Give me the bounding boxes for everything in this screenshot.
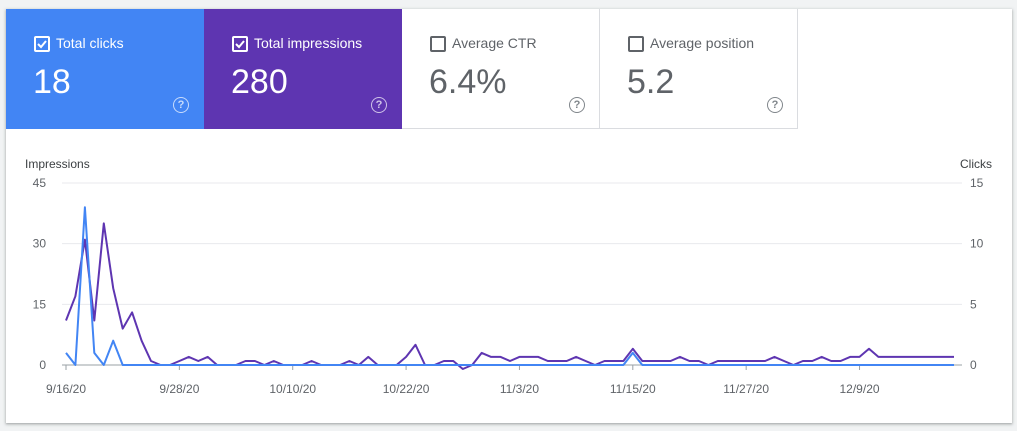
series-line-impressions [65, 222, 954, 370]
right-axis-ticks: 0 5 10 15 [970, 176, 984, 372]
metric-label: Total clicks [56, 35, 124, 51]
metric-tile-average-position[interactable]: Average position 5.2 ? [600, 9, 798, 129]
metric-label: Average CTR [452, 35, 537, 51]
metric-label: Average position [650, 35, 755, 51]
checkbox-checked-icon[interactable] [232, 36, 248, 52]
question-circle-icon[interactable]: ? [569, 97, 585, 113]
right-tick-label: 0 [970, 358, 977, 372]
checkbox-checked-icon[interactable] [34, 36, 50, 52]
x-tick-label: 10/10/20 [269, 382, 316, 396]
metric-tile-average-ctr[interactable]: Average CTR 6.4% ? [402, 9, 600, 129]
performance-card: Total clicks 18 ? Total impressions 280 … [6, 9, 1012, 423]
metric-value: 6.4% [429, 63, 507, 101]
left-axis-title: Impressions [25, 157, 90, 171]
left-axis-ticks: 0 15 30 45 [33, 176, 47, 372]
question-circle-icon[interactable]: ? [371, 97, 387, 113]
left-tick-label: 30 [33, 237, 47, 251]
metric-value: 5.2 [627, 63, 675, 101]
right-axis-title: Clicks [960, 157, 992, 171]
metric-value: 280 [231, 63, 288, 101]
left-tick-label: 15 [33, 297, 47, 311]
x-tick-label: 11/27/20 [723, 382, 769, 396]
left-tick-label: 45 [33, 176, 47, 190]
left-tick-label: 0 [39, 358, 46, 372]
x-tick-label: 9/28/20 [159, 382, 199, 396]
right-tick-label: 15 [970, 176, 984, 190]
performance-chart: Impressions Clicks 0 15 30 45 0 5 10 15 9/16/2… [25, 157, 992, 396]
x-tick-label: 11/3/20 [500, 382, 539, 396]
metric-tile-total-impressions[interactable]: Total impressions 280 ? [204, 9, 402, 129]
series-lines [65, 206, 954, 370]
x-tick-label: 10/22/20 [383, 382, 430, 396]
right-tick-label: 10 [970, 237, 984, 251]
metric-label: Total impressions [254, 35, 363, 51]
checkbox-unchecked-icon[interactable] [430, 36, 446, 52]
x-tick-label: 12/9/20 [840, 382, 880, 396]
question-circle-icon[interactable]: ? [173, 97, 189, 113]
series-line-clicks [65, 206, 954, 366]
x-tick-label: 11/15/20 [610, 382, 656, 396]
question-circle-icon[interactable]: ? [767, 97, 783, 113]
metric-tiles: Total clicks 18 ? Total impressions 280 … [6, 9, 798, 129]
right-tick-label: 5 [970, 297, 977, 311]
x-tick-label: 9/16/20 [46, 382, 86, 396]
metric-value: 18 [33, 63, 71, 101]
metric-tile-total-clicks[interactable]: Total clicks 18 ? [6, 9, 204, 129]
grid-lines [62, 182, 962, 366]
checkbox-unchecked-icon[interactable] [628, 36, 644, 52]
x-axis-ticks: 9/16/20 9/28/20 10/10/20 10/22/20 11/3/20 11/… [46, 365, 880, 396]
